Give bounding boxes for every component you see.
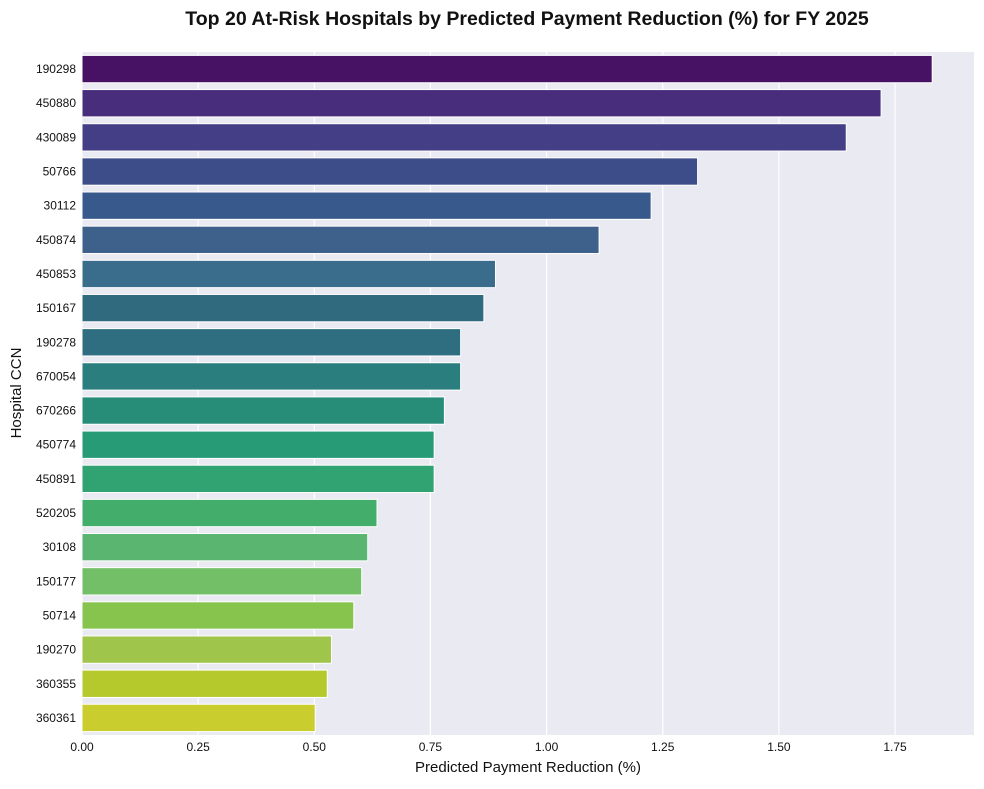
plot-area [82, 52, 974, 735]
bar-30112 [81, 191, 652, 220]
y-tick-label: 30108 [43, 540, 77, 554]
bar-450774 [81, 430, 435, 459]
bar-150167 [81, 293, 485, 323]
x-tick-label: 1.50 [767, 740, 791, 754]
bar-430089 [81, 123, 847, 152]
y-tick-label: 520205 [36, 506, 76, 520]
bar-190278 [81, 328, 462, 357]
x-tick-label: 0.75 [419, 740, 443, 754]
bar-450853 [81, 259, 496, 289]
bar-190270 [81, 635, 332, 664]
y-tick-label: 360361 [36, 711, 76, 725]
bar-50766 [81, 157, 699, 186]
bar-360355 [81, 669, 328, 698]
y-tick-label: 190298 [36, 62, 76, 76]
y-tick-label: 150177 [36, 574, 76, 588]
bar-670054 [81, 362, 462, 391]
y-tick-label: 450891 [36, 472, 76, 486]
bar-450880 [81, 89, 882, 118]
y-axis-label: Hospital CCN [8, 348, 25, 439]
y-tick-label: 670266 [36, 404, 76, 418]
x-tick-label: 0.25 [186, 740, 210, 754]
bar-190298 [81, 54, 933, 84]
y-tick-label: 450853 [36, 267, 76, 281]
y-tick-label: 360355 [36, 677, 76, 691]
bar-50714 [81, 601, 355, 630]
bar-360361 [81, 703, 316, 733]
x-axis-label: Predicted Payment Reduction (%) [415, 759, 641, 776]
y-tick-label: 450774 [36, 438, 76, 452]
bar-30108 [81, 533, 369, 562]
y-tick-label: 450874 [36, 233, 76, 247]
bar-450891 [81, 464, 435, 494]
y-tick-label: 30112 [44, 199, 77, 213]
y-tick-label: 190270 [36, 643, 76, 657]
chart-title: Top 20 At-Risk Hospitals by Predicted Pa… [185, 8, 869, 30]
y-tick-label: 430089 [36, 130, 76, 144]
x-tick-label: 0.50 [303, 740, 327, 754]
bar-520205 [81, 498, 378, 528]
bars [81, 54, 933, 733]
bar-150177 [81, 567, 363, 596]
bar-670266 [81, 396, 445, 425]
y-tick-label: 50714 [43, 608, 77, 622]
y-tick-labels: 190298 450880 430089 50766 30112 450874 450853… [36, 62, 76, 725]
y-tick-label: 190278 [36, 335, 76, 349]
y-tick-label: 150167 [36, 301, 76, 315]
x-tick-label: 1.75 [883, 740, 907, 754]
x-tick-label: 0.00 [70, 740, 94, 754]
x-tick-label: 1.25 [651, 740, 675, 754]
x-tick-label: 1.00 [535, 740, 559, 754]
y-tick-label: 670054 [36, 369, 76, 383]
bar-450874 [81, 225, 600, 254]
x-tick-labels: 0.00 0.25 0.50 0.75 1.00 1.25 1.50 1.75 [70, 740, 907, 754]
y-tick-label: 50766 [43, 165, 77, 179]
y-tick-label: 450880 [36, 96, 76, 110]
